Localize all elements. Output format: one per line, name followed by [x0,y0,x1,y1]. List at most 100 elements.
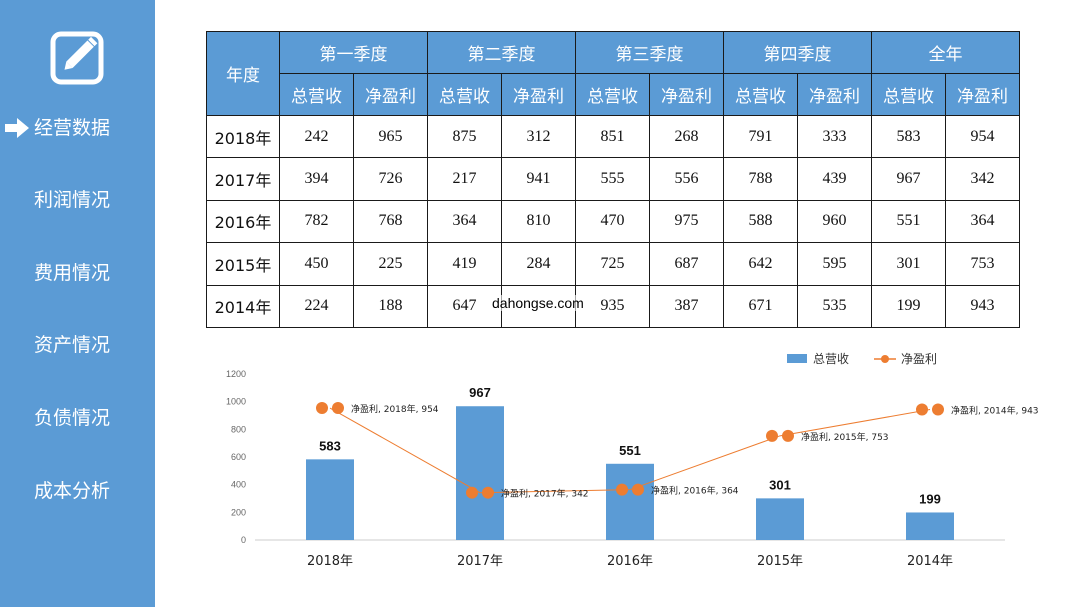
line-point [782,429,794,442]
line-data-label: 净盈利, 2017年, 342 [501,488,589,500]
value-cell: 642 [723,242,798,286]
bar-data-label: 583 [319,438,341,453]
y-tick-label: 800 [231,424,246,434]
year-cell: 2014年 [206,284,280,328]
value-cell: 943 [945,284,1020,328]
value-cell: 851 [575,114,650,159]
value-cell: 555 [575,157,650,201]
value-cell: 687 [649,242,724,286]
value-cell: 342 [945,157,1020,201]
value-cell: 960 [797,199,872,244]
value-cell: 588 [723,199,798,244]
combo-chart: 0 200 400 600 800 1000 1200 583 967 551 301 199 净盈利,… [200,340,1060,607]
value-cell: 364 [427,199,502,244]
edit-icon[interactable] [49,30,105,86]
line-point [466,486,478,499]
value-cell: 935 [575,284,650,328]
value-cell: 975 [649,199,724,244]
sidebar-item-label: 利润情况 [34,189,111,211]
value-cell: 312 [501,114,576,159]
metric-header: 净盈利 [649,73,724,116]
quarter-header: 第四季度 [723,31,872,74]
y-tick-label: 1200 [226,369,246,379]
value-cell: 301 [871,242,946,286]
table-row: 2018年 242 965 875 312 851 268 791 333 583 954 [206,114,1020,159]
arrow-right-icon [5,118,29,138]
sidebar-item-label: 负债情况 [34,407,111,429]
line-point [482,486,494,499]
value-cell: 551 [871,199,946,244]
sidebar-item-4[interactable]: 负债情况 [0,398,155,438]
y-tick-label: 400 [231,480,246,490]
bar-data-label: 199 [919,491,941,506]
value-cell: 439 [797,157,872,201]
line-point [332,402,344,415]
line-point [616,483,628,496]
value-cell: 268 [649,114,724,159]
value-cell: 875 [427,114,502,159]
metric-header: 总营收 [427,73,502,116]
value-cell: 967 [871,157,946,201]
table-row: 2017年 394 726 217 941 555 556 788 439 967 342 [206,157,1020,201]
line-data-label: 净盈利, 2016年, 364 [651,485,739,497]
line-data-label: 净盈利, 2015年, 753 [801,431,889,443]
value-cell: 647 [427,284,502,328]
sidebar-item-5[interactable]: 成本分析 [0,471,155,511]
value-cell: 753 [945,242,1020,286]
value-cell: 470 [575,199,650,244]
value-cell: 810 [501,199,576,244]
x-tick-label: 2018年 [307,554,353,569]
bar-data-label: 551 [619,443,641,458]
y-tick-label: 1000 [226,397,246,407]
legend-label-profit: 净盈利 [901,352,937,366]
bar [906,512,954,540]
bar [456,406,504,540]
y-tick-label: 600 [231,452,246,462]
metric-header: 净盈利 [945,73,1020,116]
value-cell: 450 [279,242,354,286]
value-cell: 364 [945,199,1020,244]
table-row: 2016年 782 768 364 810 470 975 588 960 551 364 [206,199,1020,244]
value-cell: 788 [723,157,798,201]
year-cell: 2016年 [206,199,280,244]
line-data-label: 净盈利, 2014年, 943 [951,405,1039,417]
legend-marker-profit [881,355,889,363]
sidebar-item-2[interactable]: 费用情况 [0,253,155,293]
metric-header: 总营收 [723,73,798,116]
value-cell: 556 [649,157,724,201]
business-data-table: 年度 第一季度 第二季度 第三季度 第四季度 全年 总营收 净盈利 总营收 净盈利 总营收 净盈利… [206,31,1020,328]
value-cell: 965 [353,114,428,159]
value-cell: 199 [871,284,946,328]
metric-header: 净盈利 [353,73,428,116]
sidebar-item-3[interactable]: 资产情况 [0,325,155,365]
value-cell: 941 [501,157,576,201]
line-point [932,403,944,416]
x-tick-label: 2016年 [607,554,653,569]
value-cell: 671 [723,284,798,328]
value-cell: 284 [501,242,576,286]
value-cell: 782 [279,199,354,244]
sidebar-item-label: 费用情况 [34,262,111,284]
table-row: 2014年 224 188 647 935 387 671 535 199 943 [206,284,1020,328]
sidebar: 经营数据利润情况费用情况资产情况负债情况成本分析 [0,0,155,607]
line-point [766,429,778,442]
watermark: dahongse.com [490,295,586,311]
metric-header: 净盈利 [501,73,576,116]
sidebar-item-0[interactable]: 经营数据 [0,108,155,148]
bar [306,459,354,540]
bar [606,463,654,540]
value-cell: 791 [723,114,798,159]
sidebar-item-1[interactable]: 利润情况 [0,180,155,220]
line-point [632,483,644,496]
value-cell: 217 [427,157,502,201]
line-series [329,407,931,494]
value-cell: 224 [279,284,354,328]
year-header: 年度 [206,31,280,116]
x-tick-label: 2015年 [757,554,803,569]
bar [756,498,804,540]
legend-swatch-revenue [787,354,807,363]
year-cell: 2018年 [206,114,280,159]
x-tick-label: 2014年 [907,554,953,569]
line-point [316,402,328,415]
value-cell: 225 [353,242,428,286]
